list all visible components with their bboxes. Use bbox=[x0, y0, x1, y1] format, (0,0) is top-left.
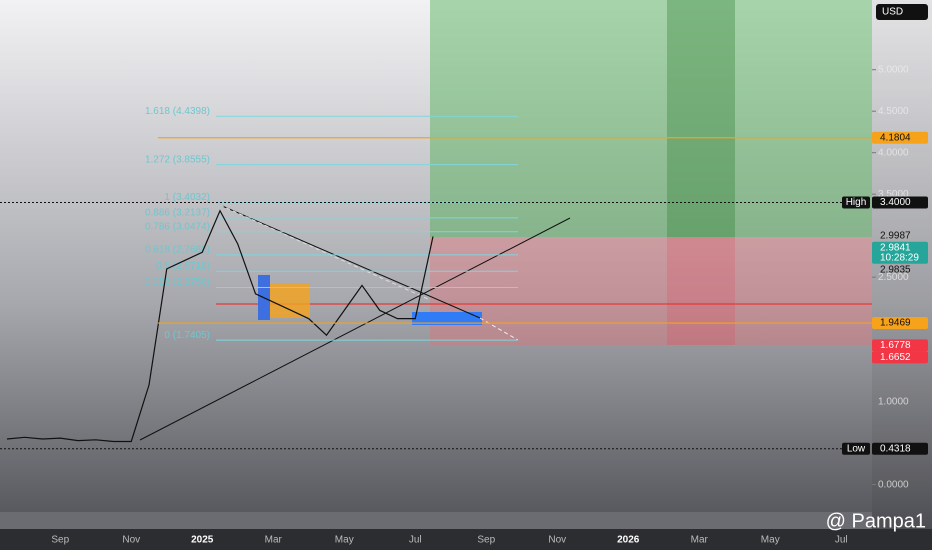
watermark: @ Pampa1 bbox=[826, 510, 926, 532]
price-tag-label: 2.9987 bbox=[880, 230, 911, 241]
price-tag bbox=[872, 317, 928, 330]
fib-label: 0 (1.7405) bbox=[164, 330, 210, 341]
y-tick-label: 5.0000 bbox=[878, 64, 909, 75]
fib-label: 0.886 (3.2137) bbox=[145, 208, 210, 219]
fib-label: 1.618 (4.4398) bbox=[145, 106, 210, 117]
price-tag-label: 0.4318 bbox=[880, 443, 911, 454]
fib-label: 0.382 (2.3756) bbox=[145, 277, 210, 288]
y-tick-label: 3.5000 bbox=[878, 189, 909, 200]
label-box bbox=[412, 312, 482, 325]
x-tick-label: 2025 bbox=[191, 535, 214, 546]
indicator-pane bbox=[0, 512, 872, 529]
currency-box bbox=[876, 4, 928, 20]
caption: High bbox=[846, 197, 867, 208]
price-tag bbox=[872, 131, 928, 144]
y-tick-label: 1.0000 bbox=[878, 396, 909, 407]
price-tag-label: 4.1804 bbox=[880, 132, 911, 143]
loss-zone bbox=[430, 237, 872, 345]
x-tick-label: Jul bbox=[835, 535, 848, 546]
y-tick-label: 4.5000 bbox=[878, 106, 909, 117]
price-tag bbox=[872, 442, 928, 455]
price-axis bbox=[872, 0, 932, 530]
y-tick-label: 0.0000 bbox=[878, 479, 909, 490]
price-tag-label: 2.9835 bbox=[880, 264, 911, 275]
trend-extension bbox=[479, 317, 519, 341]
x-tick-label: Nov bbox=[548, 535, 566, 546]
x-tick-label: Mar bbox=[265, 535, 283, 546]
fib-label: 0.786 (3.0474) bbox=[145, 221, 210, 232]
fib-label: 1 (3.4032) bbox=[164, 192, 210, 203]
price-tag-label: 1.6778 bbox=[880, 340, 911, 351]
price-tag bbox=[872, 351, 928, 364]
caption: Low bbox=[847, 443, 866, 454]
countdown: 10:28:29 bbox=[880, 252, 919, 263]
x-tick-label: Mar bbox=[691, 535, 709, 546]
fib-label: 1.272 (3.8555) bbox=[145, 154, 210, 165]
price-tag-label: 2.9841 bbox=[880, 242, 911, 253]
x-tick-label: May bbox=[335, 535, 354, 546]
price-tag-label: 1.6652 bbox=[880, 352, 911, 363]
price-tag bbox=[872, 196, 928, 209]
price-tag-label: 3.4000 bbox=[880, 197, 911, 208]
time-axis bbox=[0, 529, 932, 550]
price-tag bbox=[872, 339, 928, 352]
trend-line-dashed bbox=[219, 204, 431, 301]
caption-box bbox=[842, 196, 870, 209]
profit-zone-dark bbox=[667, 0, 735, 237]
x-tick-label: 2026 bbox=[617, 535, 640, 546]
x-tick-label: Jul bbox=[409, 535, 422, 546]
volume-profile bbox=[258, 275, 482, 325]
price-tag bbox=[872, 241, 928, 264]
y-tick-label: 4.0000 bbox=[878, 147, 909, 158]
x-tick-label: Sep bbox=[477, 535, 495, 546]
price-line bbox=[6, 209, 434, 443]
profit-zone bbox=[430, 0, 872, 237]
fib-label: 0.618 (2.7680) bbox=[145, 245, 210, 256]
y-tick-label: 2.5000 bbox=[878, 272, 909, 283]
trend-line bbox=[219, 204, 481, 319]
caption-box bbox=[842, 442, 870, 455]
price-tag-label: 1.9469 bbox=[880, 318, 911, 329]
fib-label: 0.5 (2.5718) bbox=[156, 261, 210, 272]
profile-block bbox=[270, 283, 310, 318]
loss-zone-dark bbox=[667, 237, 735, 345]
x-tick-label: May bbox=[761, 535, 780, 546]
x-tick-label: Sep bbox=[51, 535, 69, 546]
x-tick-label: Nov bbox=[122, 535, 140, 546]
currency: USD bbox=[882, 7, 903, 18]
